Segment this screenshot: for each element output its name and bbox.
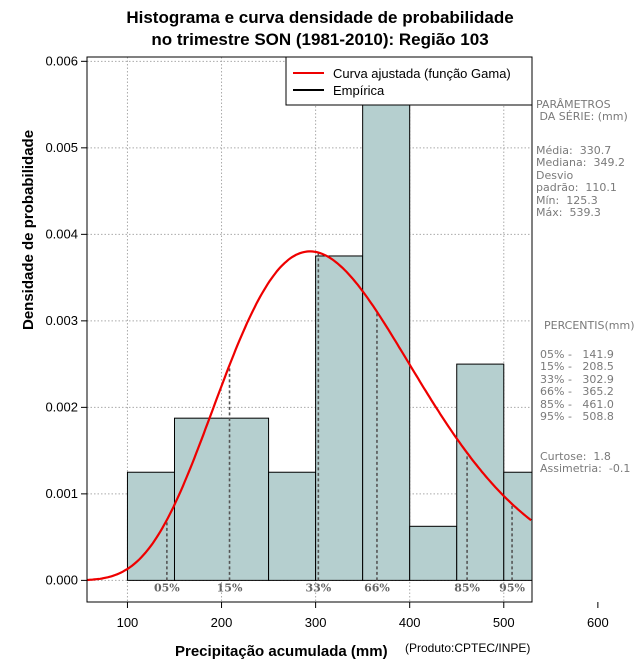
histogram-bar [173,417,270,581]
percentile-label: 15% [217,581,243,594]
y-tick-label: 0.003 [45,313,78,328]
y-tick-label: 0.004 [45,226,78,241]
x-tick-label: 100 [117,615,139,630]
chart-title-line-2: no trimestre SON (1981-2010): Região 103 [151,30,489,49]
y-axis-label: Densidade de probabilidade [20,129,37,330]
histogram-bar [268,471,317,581]
histogram-bar [362,92,411,581]
legend-label: Curva ajustada (função Gama) [333,66,511,81]
y-tick-label: 0.001 [45,486,78,501]
chart-title-line-1: Histograma e curva densidade de probabil… [126,8,514,27]
x-axis-label: Precipitação acumulada (mm) [175,643,388,660]
y-tick-label: 0.000 [45,572,78,587]
shape-statistics: Curtose: 1.8 Assimetria: -0.1 [540,450,631,476]
y-tick-label: 0.005 [45,140,78,155]
series-parameters: Média: 330.7 Mediana: 349.2 Desvio padrã… [536,144,625,220]
legend-box [285,56,533,106]
x-tick-label: 300 [305,615,327,630]
percentiles-list: 05% - 141.9 15% - 208.5 33% - 302.9 66% … [540,348,614,424]
histogram-bar [503,471,532,581]
x-tick-label: 200 [211,615,233,630]
y-tick-label: 0.002 [45,399,78,414]
series-parameters-title: PARÂMETROS DA SÉRIE: (mm) [536,98,628,124]
percentile-label: 33% [305,581,331,594]
percentile-label: 05% [154,581,180,594]
percentile-label: 66% [364,581,390,594]
histogram-bar [409,525,458,581]
y-tick-label: 0.006 [45,53,78,68]
percentiles-title: PERCENTIS(mm) [544,319,635,332]
product-credit: (Produto:CPTEC/INPE) [405,641,531,655]
gamma-fit-curve [87,250,532,582]
legend-label: Empírica [333,83,385,98]
histogram-bar [315,255,364,581]
plot-area [87,92,532,582]
percentile-label: 95% [499,581,525,594]
x-tick-label: 600 [587,615,609,630]
percentile-label: 85% [454,581,480,594]
x-tick-label: 400 [399,615,421,630]
x-tick-label: 500 [493,615,515,630]
histogram-bar [456,363,505,581]
